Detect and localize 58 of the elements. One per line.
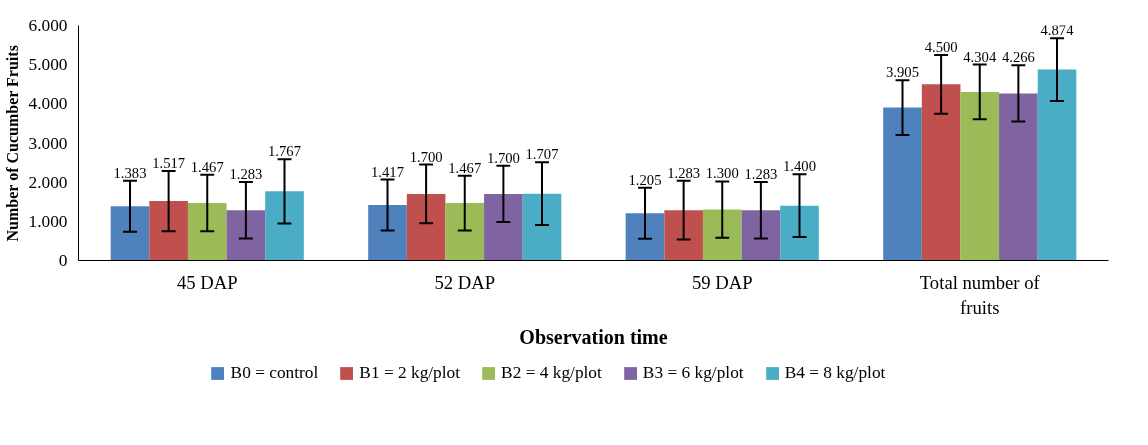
y-tick-label: 5.000 <box>28 55 68 75</box>
legend-label: B1 = 2 kg/plot <box>359 362 461 383</box>
y-tick-label: 4.000 <box>28 94 68 114</box>
bar <box>368 205 407 261</box>
y-tick-label: 0 <box>58 251 68 270</box>
bar <box>921 84 961 261</box>
data-label: 1.467 <box>190 158 224 175</box>
data-label: 4.874 <box>1040 22 1075 39</box>
legend-label: B4 = 8 kg/plot <box>784 362 886 383</box>
data-label: 1.767 <box>268 143 301 160</box>
data-label: 1.283 <box>744 166 778 183</box>
data-label: 4.266 <box>1001 49 1035 66</box>
bar <box>625 213 665 261</box>
y-tick-label: 6.000 <box>28 16 68 35</box>
bar <box>780 205 819 261</box>
bar <box>522 193 562 261</box>
data-label: 3.905 <box>886 64 919 81</box>
bar <box>999 93 1038 261</box>
y-tick-label: 1.000 <box>28 211 68 231</box>
bar <box>741 210 781 261</box>
x-tick-label: Total number of fruits <box>919 271 1041 318</box>
data-label: 1.517 <box>152 154 186 171</box>
bar <box>187 203 227 261</box>
data-label: 1.707 <box>525 146 559 163</box>
y-axis-title: Number of Cucumber Fruits <box>3 45 21 242</box>
legend-label: B0 = control <box>230 362 319 383</box>
legend-label: B3 = 6 kg/plot <box>642 362 744 383</box>
data-label: 1.383 <box>113 164 147 181</box>
data-label: 1.700 <box>486 149 520 166</box>
data-label: 1.283 <box>667 164 701 181</box>
bar <box>883 107 922 261</box>
bar <box>664 210 703 261</box>
bar <box>702 209 742 261</box>
data-label: 1.205 <box>628 171 662 188</box>
y-tick-label: 3.000 <box>28 133 68 153</box>
x-tick-label: 52 DAP <box>434 271 496 293</box>
data-label: 4.304 <box>963 48 997 65</box>
data-label: 1.283 <box>229 166 263 183</box>
data-label: 1.700 <box>409 148 443 165</box>
bar <box>484 193 523 261</box>
x-tick-label: 45 DAP <box>176 271 238 293</box>
bar <box>110 206 150 261</box>
legend-label: B2 = 4 kg/plot <box>501 362 602 383</box>
bar <box>1037 69 1077 261</box>
bar <box>265 191 304 261</box>
data-label: 1.300 <box>705 165 739 182</box>
y-tick-label: 2.000 <box>28 172 68 192</box>
bar <box>445 203 485 261</box>
bar <box>960 91 1000 261</box>
data-label: 1.417 <box>371 163 404 180</box>
data-label: 1.400 <box>783 158 816 175</box>
bar <box>406 193 446 261</box>
x-tick-label: 59 DAP <box>691 271 753 293</box>
bar <box>226 210 266 261</box>
data-label: 4.500 <box>924 38 958 55</box>
data-label: 1.467 <box>448 159 482 176</box>
bar <box>149 201 188 261</box>
x-axis-title: Observation time <box>519 325 668 348</box>
